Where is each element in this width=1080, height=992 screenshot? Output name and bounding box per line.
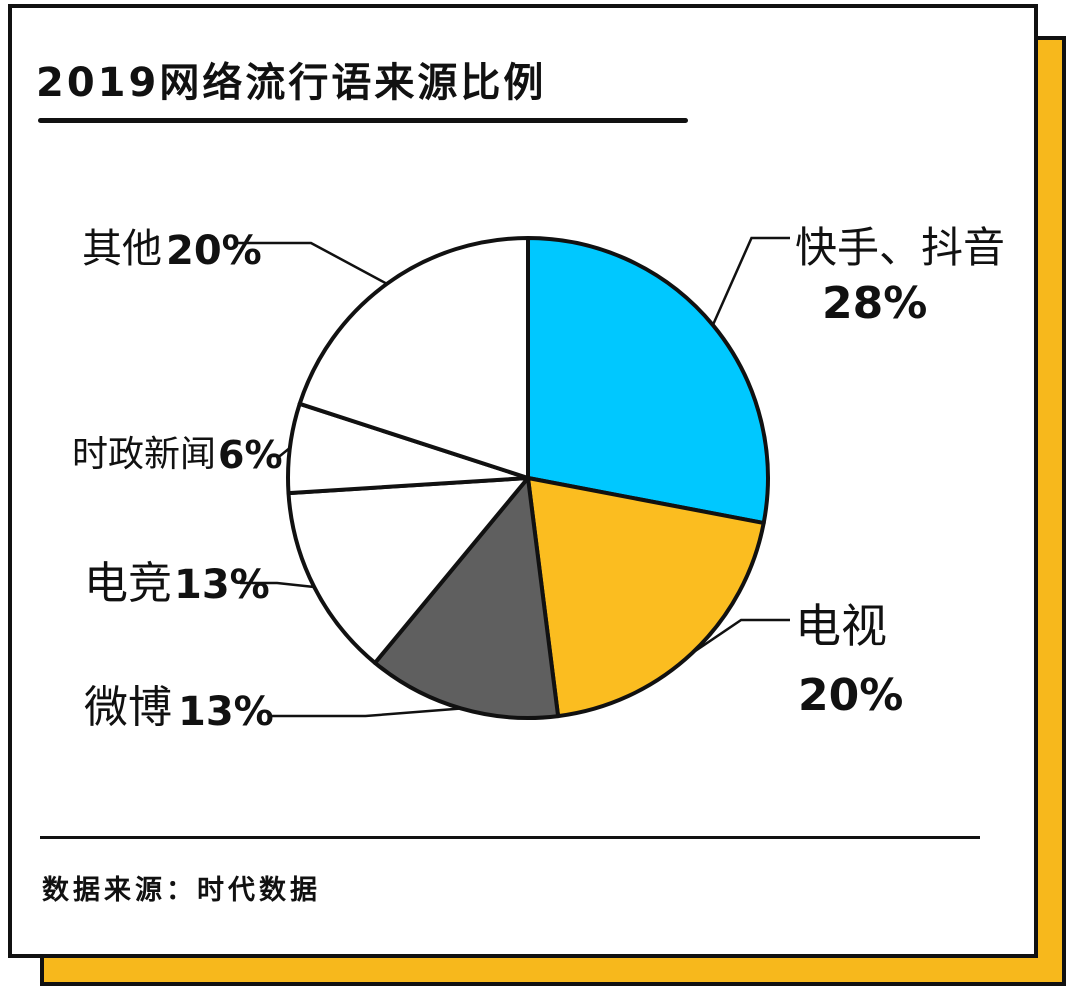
chart-title: 2019网络流行语来源比例: [36, 60, 547, 106]
leader-line-kuaishou-douyin: [711, 236, 790, 326]
pie-slice-kuaishou-douyin: [526, 236, 770, 525]
leader-line-politics-news: [270, 446, 291, 458]
title-underline: [38, 118, 688, 123]
slice-percent-esports: 13%: [174, 562, 270, 608]
leader-lines: [235, 236, 790, 718]
leader-line-weibo: [270, 707, 462, 718]
leader-line-tv: [691, 618, 790, 655]
slice-label-politics-news: 时政新闻: [72, 434, 216, 475]
leader-line-other: [235, 241, 388, 285]
slice-percent-tv: 20%: [798, 670, 903, 721]
pie-slice-other: [297, 236, 530, 480]
slice-label-esports: 电竞: [84, 558, 172, 609]
slice-percent-weibo: 13%: [178, 689, 274, 735]
slice-percent-politics-news: 6%: [218, 433, 283, 477]
slice-percent-kuaishou-douyin: 28%: [822, 278, 927, 329]
footer-divider: [40, 836, 980, 839]
slice-label-other: 其他: [82, 226, 162, 272]
slice-label-kuaishou-douyin: 快手、抖音: [795, 223, 1005, 272]
slice-percent-other: 20%: [166, 228, 262, 274]
slice-label-weibo: 微博: [84, 682, 172, 733]
data-source-note: 数据来源：时代数据: [42, 875, 321, 906]
slice-label-tv: 电视: [795, 599, 887, 653]
leader-line-esports: [240, 581, 315, 589]
pie-slice-weibo: [373, 476, 561, 720]
pie-slices: [286, 236, 770, 720]
